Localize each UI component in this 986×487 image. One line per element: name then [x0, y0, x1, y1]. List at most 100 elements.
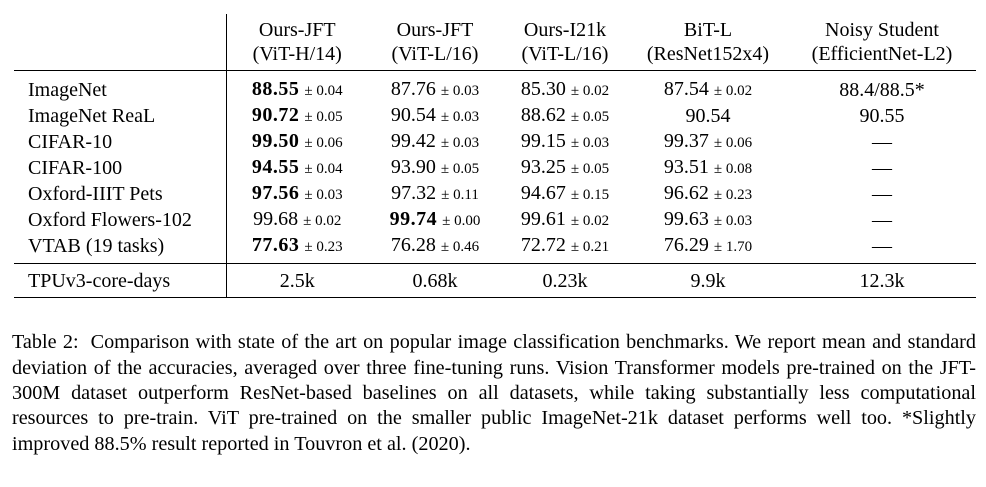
- results-table: Ours-JFT (ViT-H/14) Ours-JFT (ViT-L/16) Ou…: [14, 14, 976, 298]
- std-dev-value: ± 0.03: [304, 187, 343, 203]
- accuracy-value: 90.55: [859, 105, 905, 127]
- std-dev-value: ± 0.21: [570, 239, 610, 255]
- results-table-container: Ours-JFT (ViT-H/14) Ours-JFT (ViT-L/16) Ou…: [14, 14, 976, 298]
- table-row: ImageNet 88.55 ± 0.04 87.76 ± 0.03 85.30 ± …: [14, 70, 976, 104]
- column-header-line1: Ours-JFT: [396, 19, 474, 41]
- result-cell: 93.90 ± 0.05: [368, 155, 502, 181]
- accuracy-value: 94.67: [520, 182, 566, 204]
- std-dev-value: ± 0.23: [713, 187, 753, 203]
- compute-cost-section: TPUv3-core-days 2.5k 0.68k 0.23k 9.9k 12…: [14, 263, 976, 298]
- result-cell: 76.28 ± 0.46: [368, 233, 502, 264]
- result-cell: 99.74 ± 0.00: [368, 207, 502, 233]
- column-header-line1: Noisy Student: [825, 19, 939, 41]
- accuracy-value: 87.76: [390, 78, 436, 100]
- best-accuracy-value: 99.74: [389, 208, 438, 230]
- std-dev-value: ± 0.02: [570, 213, 610, 229]
- result-cell: 93.51 ± 0.08: [628, 155, 788, 181]
- result-cell: 87.76 ± 0.03: [368, 71, 502, 104]
- best-accuracy-value: 77.63: [251, 234, 300, 256]
- accuracy-value: 99.61: [520, 208, 566, 230]
- std-dev-value: ± 0.08: [713, 161, 753, 177]
- accuracy-value: 76.29: [663, 234, 709, 256]
- result-cell: —: [788, 207, 976, 233]
- std-dev-value: ± 0.05: [440, 161, 480, 177]
- cost-cell: 0.68k: [412, 269, 458, 292]
- std-dev-value: ± 0.00: [442, 213, 481, 229]
- table-caption: Table 2: Comparison with state of the art…: [12, 330, 976, 457]
- result-cell: 99.63 ± 0.03: [628, 207, 788, 233]
- result-cell: 72.72 ± 0.21: [502, 233, 628, 264]
- result-cell: —: [788, 233, 976, 264]
- column-header-line2: (ResNet152x4): [646, 43, 770, 65]
- result-cell: 99.68 ± 0.02: [226, 207, 368, 233]
- result-cell: 90.54 ± 0.03: [368, 103, 502, 129]
- row-label: ImageNet ReaL: [14, 103, 227, 129]
- result-cell: 77.63 ± 0.23: [226, 233, 368, 264]
- best-accuracy-value: 97.56: [251, 182, 300, 204]
- table-row: CIFAR-10 99.50 ± 0.06 99.42 ± 0.03 99.15 ± …: [14, 129, 976, 155]
- column-header-line2: (ViT-L/16): [521, 43, 609, 65]
- accuracy-value: 93.90: [390, 156, 436, 178]
- accuracy-value: 72.72: [520, 234, 566, 256]
- table-row: ImageNet ReaL 90.72 ± 0.05 90.54 ± 0.03 88.…: [14, 103, 976, 129]
- table-body: ImageNet 88.55 ± 0.04 87.76 ± 0.03 85.30 ± …: [14, 70, 976, 264]
- cost-cell: 2.5k: [279, 269, 315, 292]
- result-cell: —: [788, 181, 976, 207]
- result-cell: 90.72 ± 0.05: [226, 103, 368, 129]
- result-cell: 93.25 ± 0.05: [502, 155, 628, 181]
- caption-label: Table 2:: [12, 331, 79, 354]
- accuracy-value: 85.30: [520, 78, 566, 100]
- row-label: CIFAR-10: [14, 129, 227, 155]
- accuracy-value: —: [872, 157, 892, 179]
- cost-cell: 9.9k: [690, 269, 726, 292]
- column-header-line1: BiT-L: [683, 19, 733, 41]
- best-accuracy-value: 90.72: [251, 104, 300, 126]
- std-dev-value: ± 0.15: [570, 187, 610, 203]
- result-cell: 76.29 ± 1.70: [628, 233, 788, 264]
- result-cell: 87.54 ± 0.02: [628, 71, 788, 104]
- std-dev-value: ± 0.06: [713, 135, 753, 151]
- column-header-line2: (ViT-L/16): [391, 43, 479, 65]
- std-dev-value: ± 0.02: [303, 213, 342, 229]
- cost-cell: 12.3k: [859, 269, 905, 292]
- accuracy-value: 99.15: [520, 130, 566, 152]
- row-label: Oxford-IIIT Pets: [14, 181, 227, 207]
- column-header: Ours-JFT (ViT-H/14): [226, 14, 368, 71]
- accuracy-value: —: [872, 183, 892, 205]
- std-dev-value: ± 0.03: [440, 135, 480, 151]
- accuracy-value: 93.25: [520, 156, 566, 178]
- accuracy-value: 88.62: [520, 104, 566, 126]
- std-dev-value: ± 0.03: [440, 83, 480, 99]
- accuracy-value: 90.54: [390, 104, 436, 126]
- std-dev-value: ± 0.04: [304, 161, 343, 177]
- std-dev-value: ± 0.46: [440, 239, 480, 255]
- std-dev-value: ± 0.03: [570, 135, 610, 151]
- std-dev-value: ± 0.05: [570, 161, 610, 177]
- accuracy-value: 76.28: [390, 234, 436, 256]
- accuracy-value: 99.37: [663, 130, 709, 152]
- result-cell: 97.56 ± 0.03: [226, 181, 368, 207]
- caption-text: Comparison with state of the art on popu…: [12, 331, 976, 455]
- std-dev-value: ± 0.11: [441, 187, 479, 203]
- std-dev-value: ± 0.03: [440, 109, 480, 125]
- column-header: Ours-JFT (ViT-L/16): [368, 14, 502, 71]
- cost-cell: 0.23k: [542, 269, 588, 292]
- table-row: VTAB (19 tasks) 77.63 ± 0.23 76.28 ± 0.46 7…: [14, 233, 976, 264]
- result-cell: 97.32 ± 0.11: [368, 181, 502, 207]
- std-dev-value: ± 0.06: [304, 135, 343, 151]
- accuracy-value: 93.51: [663, 156, 709, 178]
- result-cell: 85.30 ± 0.02: [502, 71, 628, 104]
- best-accuracy-value: 88.55: [251, 78, 300, 100]
- column-header-line1: Ours-JFT: [258, 19, 336, 41]
- std-dev-value: ± 0.05: [304, 109, 343, 125]
- std-dev-value: ± 0.04: [304, 83, 343, 99]
- accuracy-value: 99.63: [663, 208, 709, 230]
- best-accuracy-value: 99.50: [251, 130, 300, 152]
- row-label: VTAB (19 tasks): [14, 233, 227, 264]
- row-label: TPUv3-core-days: [14, 263, 227, 298]
- result-cell: 96.62 ± 0.23: [628, 181, 788, 207]
- result-cell: —: [788, 129, 976, 155]
- column-header-line1: Ours-I21k: [523, 19, 607, 41]
- header-empty-cell: [14, 14, 227, 71]
- accuracy-value: 99.68: [253, 208, 299, 230]
